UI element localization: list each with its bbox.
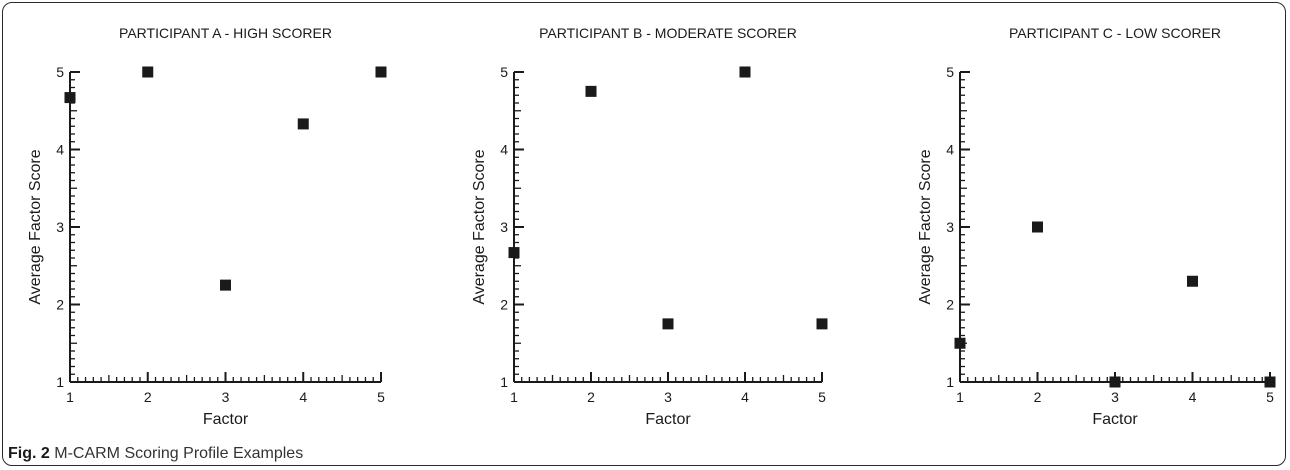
y-tick-label: 4 (946, 142, 954, 158)
x-tick-label: 2 (587, 389, 595, 405)
figure-title: M-CARM Scoring Profile Examples (54, 445, 304, 462)
y-tick-label: 4 (500, 142, 508, 158)
data-point (297, 118, 309, 130)
panel-participant-c: PARTICIPANT C - LOW SCORER 1 2 3 4 5 1 2 3 4 5 Fact… (917, 25, 1276, 428)
x-tick-label: 3 (1111, 389, 1119, 405)
x-tick-label: 3 (222, 389, 230, 405)
data-point (1032, 221, 1043, 233)
data-point (1109, 376, 1121, 388)
y-tick-label: 3 (56, 219, 64, 235)
x-tick-label: 1 (66, 389, 74, 405)
figure-label: Fig. 2 (8, 445, 50, 462)
x-tick-label: 5 (377, 389, 385, 405)
data-point (954, 337, 966, 349)
data-point (64, 92, 76, 104)
y-tick-label: 1 (56, 374, 64, 390)
x-tick-label: 4 (741, 389, 749, 405)
x-tick-label: 1 (510, 389, 518, 405)
y-tick-label: 5 (500, 64, 508, 80)
y-tick-label: 4 (56, 142, 64, 158)
data-point (220, 279, 231, 291)
x-tick-label: 1 (956, 389, 964, 405)
y-tick-label: 5 (56, 64, 64, 80)
x-axis-label: Factor (203, 411, 249, 428)
panel-participant-a: PARTICIPANT A - HIGH SCORER 1 2 3 4 5 1 2 3 4 5 Fac… (27, 25, 387, 428)
x-tick-label: 3 (664, 389, 672, 405)
figure-caption: Fig. 2 M-CARM Scoring Profile Examples (8, 445, 303, 463)
y-tick-label: 1 (500, 374, 508, 390)
x-axis-label: Factor (1092, 411, 1138, 428)
y-axis-label: Average Factor Score (917, 149, 934, 304)
panel-participant-b: PARTICIPANT B - MODERATE SCORER 1 2 3 4 5 1 2 3 4… (471, 25, 828, 428)
data-point (508, 247, 520, 259)
data-point (375, 66, 387, 78)
panel-title: PARTICIPANT B - MODERATE SCORER (539, 25, 797, 41)
x-tick-label: 2 (144, 389, 152, 405)
data-point (1264, 376, 1276, 388)
y-tick-label: 3 (500, 219, 508, 235)
y-tick-label: 1 (946, 374, 954, 390)
y-tick-label: 3 (946, 219, 954, 235)
data-point (585, 85, 597, 97)
data-point (816, 318, 828, 330)
y-axis-label: Average Factor Score (471, 149, 488, 304)
x-axis-label: Factor (645, 411, 691, 428)
y-tick-label: 2 (946, 297, 954, 313)
data-point (1187, 275, 1198, 287)
x-tick-label: 5 (818, 389, 826, 405)
y-tick-label: 2 (500, 297, 508, 313)
y-axis-label: Average Factor Score (27, 149, 44, 304)
x-tick-label: 5 (1266, 389, 1274, 405)
data-point (142, 66, 154, 78)
y-tick-label: 5 (946, 64, 954, 80)
data-point (739, 66, 751, 78)
y-tick-label: 2 (56, 297, 64, 313)
panel-title: PARTICIPANT A - HIGH SCORER (119, 25, 332, 41)
x-tick-label: 2 (1034, 389, 1042, 405)
x-tick-label: 4 (1189, 389, 1197, 405)
data-point (662, 318, 674, 330)
x-tick-label: 4 (299, 389, 307, 405)
panel-title: PARTICIPANT C - LOW SCORER (1009, 25, 1221, 41)
